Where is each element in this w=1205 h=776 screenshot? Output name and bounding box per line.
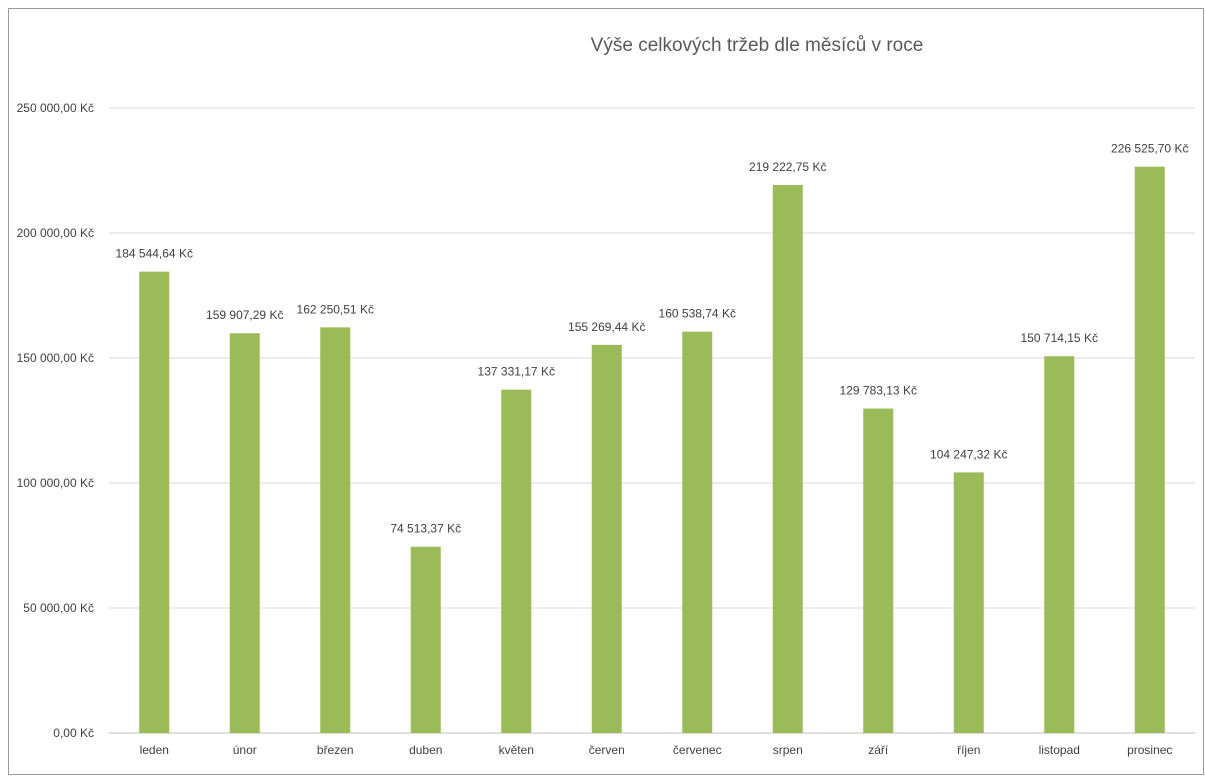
bars: [139, 166, 1165, 734]
y-tick-label: 50 000,00 Kč: [23, 601, 94, 615]
x-tick-label: červenec: [673, 743, 722, 757]
y-tick-label: 150 000,00 Kč: [17, 351, 94, 365]
bar-květen: [501, 389, 532, 733]
bar-březen: [320, 327, 351, 733]
bar-únor: [229, 333, 260, 733]
x-tick-label: prosinec: [1127, 743, 1172, 757]
x-tick-label: leden: [140, 743, 169, 757]
bar-říjen: [953, 472, 984, 733]
x-tick-label: únor: [233, 743, 257, 757]
bar-červenec: [682, 331, 713, 733]
chart-frame: Výše celkových tržeb dle měsíců v roce 0…: [8, 8, 1204, 775]
data-labels: 184 544,64 Kč 159 907,29 Kč 162 250,51 Kč 7…: [116, 142, 1189, 536]
y-tick-label: 250 000,00 Kč: [17, 101, 94, 115]
x-tick-label: duben: [409, 743, 442, 757]
data-label: 104 247,32 Kč: [930, 447, 1007, 461]
x-tick-label: březen: [317, 743, 354, 757]
bar-prosinec: [1134, 166, 1165, 734]
data-label: 155 269,44 Kč: [568, 320, 645, 334]
gridlines: [109, 107, 1195, 734]
bar-chart: Výše celkových tržeb dle měsíců v roce 0…: [17, 35, 1195, 757]
data-label: 160 538,74 Kč: [659, 307, 736, 321]
data-label: 137 331,17 Kč: [478, 365, 555, 379]
y-tick-label: 100 000,00 Kč: [17, 476, 94, 490]
y-axis-tick-labels: 0,00 Kč 50 000,00 Kč 100 000,00 Kč 150 000,…: [17, 101, 94, 740]
x-tick-label: květen: [499, 743, 534, 757]
data-label: 226 525,70 Kč: [1111, 142, 1188, 156]
data-label: 129 783,13 Kč: [840, 384, 917, 398]
data-label: 162 250,51 Kč: [297, 302, 374, 316]
bar-duben: [410, 546, 441, 733]
x-tick-label: listopad: [1039, 743, 1080, 757]
data-label: 184 544,64 Kč: [116, 247, 193, 261]
x-tick-label: září: [868, 743, 889, 757]
bar-září: [863, 408, 894, 733]
x-tick-label: říjen: [957, 743, 980, 757]
bar-červen: [591, 344, 622, 733]
bar-srpen: [772, 184, 803, 734]
x-tick-label: srpen: [773, 743, 803, 757]
data-label: 159 907,29 Kč: [206, 308, 283, 322]
data-label: 150 714,15 Kč: [1021, 331, 1098, 345]
chart-title: Výše celkových tržeb dle měsíců v roce: [591, 35, 924, 56]
y-tick-label: 200 000,00 Kč: [17, 226, 94, 240]
x-tick-label: červen: [589, 743, 625, 757]
x-axis-tick-labels: leden únor březen duben květen červen červenec…: [140, 743, 1173, 757]
bar-leden: [139, 271, 170, 733]
data-label: 74 513,37 Kč: [390, 522, 461, 536]
data-label: 219 222,75 Kč: [749, 160, 826, 174]
y-tick-label: 0,00 Kč: [53, 726, 94, 740]
bar-listopad: [1044, 356, 1075, 733]
